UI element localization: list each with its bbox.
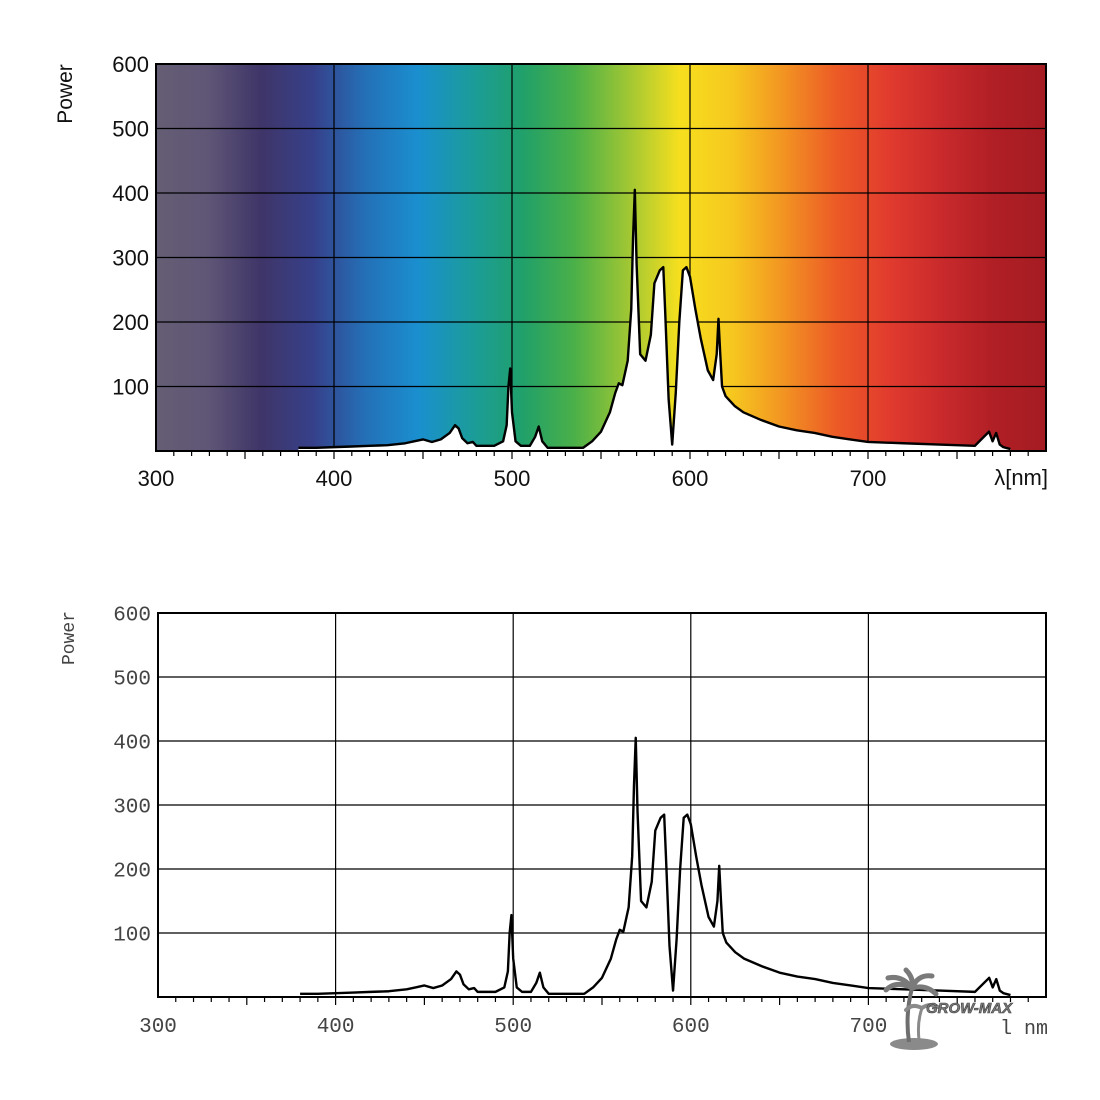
grow-max-logo: GROW-MAX [883,967,1013,1050]
y-tick-label: 400 [112,181,149,206]
x-tick-label: 500 [494,466,531,491]
y-tick-labels: 100 200 300 400 500 600 [113,605,151,948]
spectrum-curve [300,736,1011,997]
minor-ticks [175,997,1029,1005]
y-tick-label: 300 [112,245,149,270]
top-chart: 100 200 300 400 500 600 300 400 500 600 700 Power… [54,52,1048,491]
minor-ticks [173,451,1029,459]
x-tick-label: 600 [672,1016,710,1039]
x-tick-labels: 300 400 500 600 700 [139,1016,887,1039]
y-tick-label: 600 [112,52,149,77]
bottom-grid [158,613,1046,997]
logo-text: GROW-MAX [926,1000,1013,1017]
y-tick-labels: 100 200 300 400 500 600 [112,52,149,400]
palm-tree-icon [883,967,942,1050]
x-tick-label: 700 [849,1016,887,1039]
x-tick-label: 300 [139,1016,177,1039]
x-tick-label: 700 [850,466,887,491]
y-tick-label: 100 [112,374,149,399]
y-tick-label: 400 [113,733,151,756]
spectrum-curve [298,188,1011,451]
y-tick-label: 500 [113,669,151,692]
y-tick-label: 600 [113,605,151,628]
y-tick-label: 200 [112,310,149,335]
x-tick-label: 300 [138,466,175,491]
bottom-chart: 100 200 300 400 500 600 300 400 500 600 700 Power… [60,605,1048,1041]
top-grid [156,64,1046,451]
y-axis-label: Power [54,64,77,124]
y-tick-label: 200 [113,861,151,884]
curve-fill [298,189,1011,451]
y-tick-label: 500 [112,116,149,141]
y-tick-label: 300 [113,797,151,820]
x-tick-label: 600 [672,466,709,491]
x-tick-label: 400 [316,466,353,491]
y-axis-label: Power [60,611,80,665]
x-tick-label: 500 [494,1016,532,1039]
x-tick-labels: 300 400 500 600 700 [138,466,887,491]
x-axis-label: l nm [1000,1018,1048,1041]
y-tick-label: 100 [113,925,151,948]
x-axis-label: λ[nm] [994,465,1048,490]
x-tick-label: 400 [317,1016,355,1039]
